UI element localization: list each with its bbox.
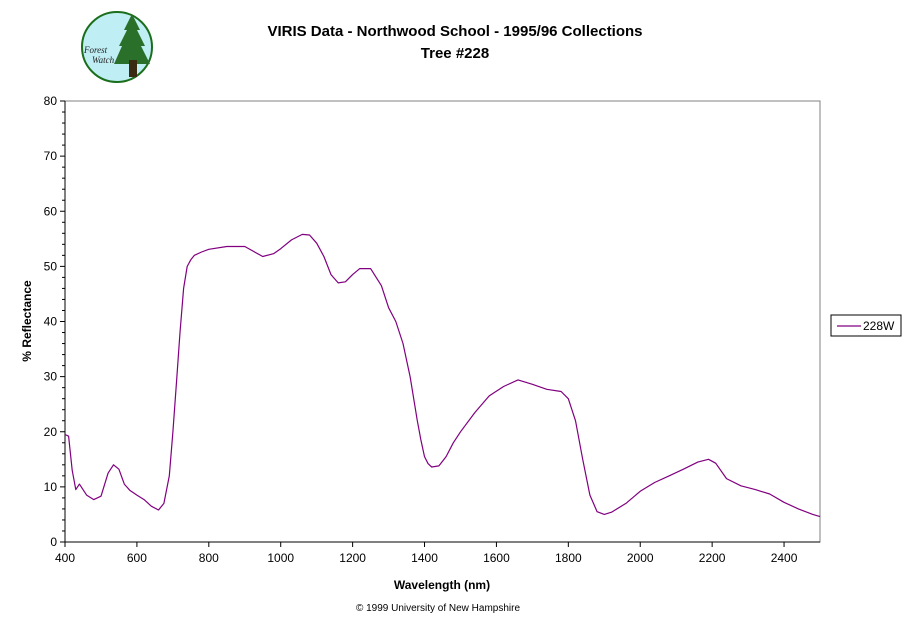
y-tick-label: 40 xyxy=(44,315,58,329)
legend-box xyxy=(830,314,902,337)
x-tick-label: 2400 xyxy=(771,551,798,565)
x-tick-label: 400 xyxy=(55,551,75,565)
series-line-228W xyxy=(64,233,821,518)
y-tick-label: 30 xyxy=(44,370,58,384)
logo-tree-icon xyxy=(114,14,150,64)
logo-trunk xyxy=(129,60,137,77)
chart-title: VIRIS Data - Northwood School - 1995/96 … xyxy=(267,23,642,40)
chart-subtitle: Tree #228 xyxy=(421,45,489,62)
y-tick-label: 70 xyxy=(44,149,58,163)
y-tick-label: 0 xyxy=(50,535,57,549)
plot-area xyxy=(64,100,821,543)
y-tick-label: 10 xyxy=(44,480,58,494)
x-tick-label: 1200 xyxy=(339,551,366,565)
legend: 228W xyxy=(830,314,902,337)
x-tick-label: 800 xyxy=(199,551,219,565)
copyright-text: © 1999 University of New Hampshire xyxy=(356,603,521,614)
x-axis-ticks: 400 600 800 1000 1200 1400 1600 1800 2000 2200 240… xyxy=(55,542,798,565)
y-tick-label: 50 xyxy=(44,259,58,273)
x-tick-label: 600 xyxy=(127,551,147,565)
y-tick-label: 60 xyxy=(44,204,58,218)
series-layer xyxy=(64,233,821,518)
x-tick-label: 1000 xyxy=(267,551,294,565)
x-tick-label: 2200 xyxy=(699,551,726,565)
x-tick-label: 1600 xyxy=(483,551,510,565)
y-tick-label: 80 xyxy=(44,94,58,108)
y-axis-title: % Reflectance xyxy=(20,280,34,362)
x-tick-label: 1400 xyxy=(411,551,438,565)
x-tick-label: 1800 xyxy=(555,551,582,565)
x-axis-title: Wavelength (nm) xyxy=(394,578,490,592)
x-tick-label: 2000 xyxy=(627,551,654,565)
y-axis-ticks: 0 10 20 30 40 50 60 70 80 xyxy=(44,94,65,549)
forest-watch-logo: Forest Watch xyxy=(81,11,153,83)
logo-text-forest: Forest xyxy=(83,45,108,55)
y-tick-label: 20 xyxy=(44,425,58,439)
logo-text-watch: Watch xyxy=(92,55,115,65)
legend-label: 228W xyxy=(863,319,895,333)
